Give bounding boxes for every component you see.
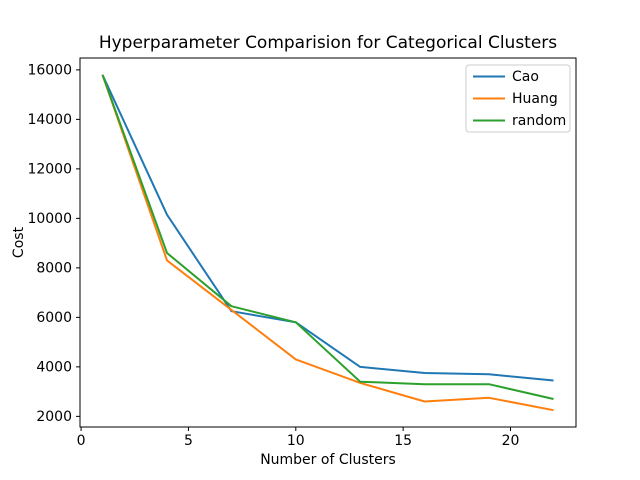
- y-axis-ticks: 2000 4000 6000 8000 10000 12000 14000 16000: [27, 62, 80, 425]
- legend: Cao Huang random: [465, 64, 571, 133]
- y-tick-label: 10000: [27, 211, 72, 227]
- x-tick-label: 10: [287, 433, 305, 449]
- legend-label: random: [512, 113, 566, 129]
- y-tick-label: 4000: [36, 359, 72, 375]
- y-tick-label: 6000: [36, 310, 72, 326]
- y-tick-label: 16000: [27, 62, 72, 78]
- data-series: [101, 74, 554, 412]
- y-tick-label: 2000: [36, 409, 72, 425]
- x-axis-label: Number of Clusters: [260, 452, 396, 468]
- legend-box: [465, 64, 571, 133]
- y-axis-label: Cost: [11, 226, 27, 258]
- x-tick-label: 5: [184, 433, 193, 449]
- x-tick-label: 20: [502, 433, 520, 449]
- legend-label: Huang: [512, 91, 558, 107]
- y-tick-label: 8000: [36, 260, 72, 276]
- x-axis-ticks: 0 5 10 15 20: [77, 427, 520, 449]
- series-line-cao: [101, 74, 554, 382]
- series-line-huang: [101, 74, 554, 412]
- y-tick-label: 12000: [27, 161, 72, 177]
- x-tick-label: 15: [394, 433, 412, 449]
- plot-area-border: [79, 57, 577, 428]
- y-tick-label: 14000: [27, 112, 72, 128]
- legend-label: Cao: [512, 69, 539, 85]
- x-tick-label: 0: [77, 433, 86, 449]
- chart-title: Hyperparameter Comparision for Categoric…: [99, 33, 557, 53]
- series-line-random: [101, 74, 554, 400]
